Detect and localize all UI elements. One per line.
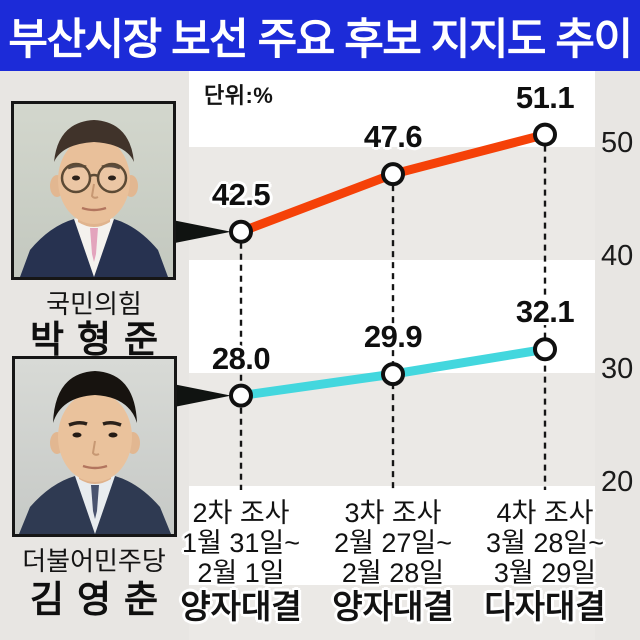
y-axis-tick: 30 — [601, 353, 634, 385]
survey-label: 3월 29일 — [493, 558, 597, 588]
candidate-name-park: 박형준 — [29, 319, 172, 360]
party-label-park: 국민의힘 — [46, 289, 142, 319]
page-title: 부산시장 보선 주요 후보 지지도 추이 — [8, 15, 633, 64]
value-label: 42.5 — [211, 176, 271, 212]
candidate-name-kim: 김영춘 — [29, 579, 172, 620]
value-label: 29.9 — [363, 319, 423, 355]
survey-label: 2월 1일 — [197, 558, 285, 588]
candidate-photo-park — [11, 101, 176, 280]
data-point — [381, 162, 405, 187]
data-point — [533, 337, 557, 362]
survey-label: 4차 조사 — [496, 498, 594, 528]
survey-label: 2차 조사 — [192, 498, 290, 528]
chart-band — [189, 486, 595, 585]
survey-label: 1월 31일~ — [182, 528, 300, 558]
survey-label: 2월 28일 — [341, 558, 445, 588]
value-label: 28.0 — [211, 340, 271, 376]
data-point — [229, 219, 253, 244]
x-axis-category: 2차 조사 1월 31일~ 2월 1일 양자대결 — [153, 498, 329, 624]
party-label-kim: 더불어민주당 — [22, 546, 166, 576]
chart-band — [189, 71, 595, 147]
x-axis-category: 4차 조사 3월 28일~ 3월 29일 다자대결 — [457, 498, 633, 624]
data-point — [533, 122, 557, 147]
unit-label: 단위:% — [204, 83, 274, 108]
y-axis-tick: 40 — [601, 240, 634, 272]
title-bar: 부산시장 보선 주요 후보 지지도 추이 — [0, 0, 640, 71]
candidate-pointer-arrow — [176, 384, 231, 407]
survey-label: 2월 27일~ — [334, 528, 452, 558]
survey-label: 3차 조사 — [344, 498, 442, 528]
candidate-pointer-arrow — [176, 220, 231, 243]
chart-band — [189, 585, 595, 640]
value-label: 51.1 — [515, 79, 575, 115]
y-axis-tick: 20 — [601, 466, 634, 498]
value-label: 32.1 — [515, 294, 575, 330]
x-axis-category: 3차 조사 2월 27일~ 2월 28일 양자대결 — [305, 498, 481, 624]
y-axis-tick: 50 — [601, 127, 634, 159]
portrait-kim-illustration — [15, 359, 174, 534]
survey-label: 3월 28일~ — [486, 528, 604, 558]
data-point — [381, 362, 405, 387]
portrait-park-illustration — [14, 104, 173, 277]
candidate-photo-kim — [12, 356, 177, 537]
data-point — [229, 383, 253, 408]
value-label: 47.6 — [363, 119, 423, 155]
matchup-format-label: 양자대결 — [332, 588, 454, 625]
matchup-format-label: 양자대결 — [180, 588, 302, 625]
matchup-format-label: 다자대결 — [484, 588, 606, 625]
